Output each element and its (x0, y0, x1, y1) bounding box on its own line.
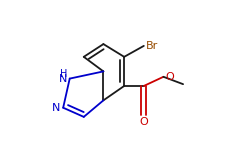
Text: H: H (60, 69, 67, 79)
Text: N: N (52, 103, 61, 113)
Text: O: O (166, 72, 174, 82)
Text: O: O (140, 117, 148, 127)
Text: N: N (59, 74, 67, 84)
Text: Br: Br (146, 41, 158, 51)
